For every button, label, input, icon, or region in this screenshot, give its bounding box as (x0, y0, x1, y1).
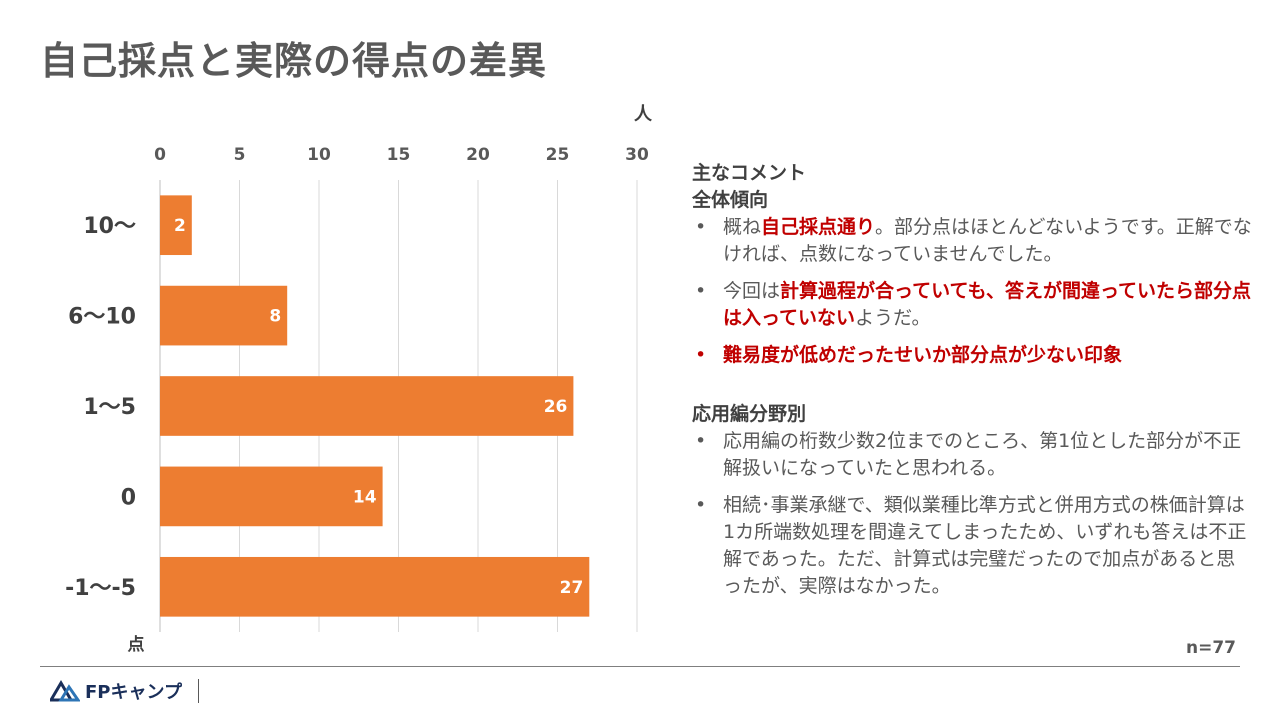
section-heading: 応用編分野別 (692, 403, 807, 425)
comment-text: 相続･事業承継で、類似業種比準方式と併用方式の株価計算は1カ所端数処理を間違えて… (723, 494, 1247, 597)
x-tick-label: 10 (307, 145, 331, 165)
fp-camp-logo-icon (50, 680, 80, 702)
x-tick-label: 0 (154, 145, 166, 165)
comment-item: 今回は計算過程が合っていても、答えが間違っていたら部分点は入っていないようだ。 (692, 278, 1252, 332)
comment-text: 概ね (723, 216, 762, 238)
bar-value-label: 14 (353, 487, 377, 507)
section-heading: 全体傾向 (692, 189, 769, 211)
highlighted-text: 自己採点通り (761, 216, 876, 238)
x-tick-label: 30 (625, 145, 649, 165)
y-axis-label: 点 (128, 634, 145, 655)
comments-panel: 主なコメント 全体傾向概ね自己採点通り。部分点はほとんどないようです。正解でなけ… (692, 160, 1252, 610)
category-label: 0 (121, 485, 136, 510)
bar-value-label: 2 (174, 216, 186, 236)
highlighted-text: 計算過程が合っていても、答えが間違っていたら部分点は入っていない (723, 280, 1252, 329)
comment-list: 概ね自己採点通り。部分点はほとんどないようです。正解でなければ、点数になっていま… (692, 214, 1252, 369)
bar (160, 195, 192, 256)
x-axis-label: 人 (634, 104, 653, 125)
footer-divider (40, 666, 1240, 667)
logo-text: FPキャンプ (85, 682, 182, 703)
brand-logo: FPキャンプ (50, 677, 182, 705)
bar-value-label: 27 (560, 578, 584, 598)
section-gap (692, 379, 1252, 401)
x-tick-label: 25 (546, 145, 570, 165)
comment-text: 。部分点はほとんどないようです。正解でなければ、点数になっていませんでした。 (723, 216, 1252, 265)
sample-size-label: n=77 (1186, 638, 1237, 658)
bar (160, 466, 383, 527)
comment-item: 相続･事業承継で、類似業種比準方式と併用方式の株価計算は1カ所端数処理を間違えて… (692, 492, 1252, 600)
category-label: 1～5 (83, 395, 136, 420)
bar (160, 556, 590, 617)
comments-heading: 主なコメント (692, 162, 807, 184)
highlighted-text: 難易度が低めだったせいか部分点が少ない印象 (723, 344, 1123, 366)
x-tick-label: 20 (466, 145, 490, 165)
comment-text: 今回は (723, 280, 781, 302)
comments-sections: 全体傾向概ね自己採点通り。部分点はほとんどないようです。正解でなければ、点数にな… (692, 187, 1252, 600)
category-label: 6～10 (68, 305, 136, 330)
comment-item: 難易度が低めだったせいか部分点が少ない印象 (692, 342, 1252, 369)
category-label: -1～-5 (65, 576, 136, 601)
comment-text: ようだ。 (855, 307, 931, 329)
category-label: 10～ (83, 214, 136, 239)
comment-item: 概ね自己採点通り。部分点はほとんどないようです。正解でなければ、点数になっていま… (692, 214, 1252, 268)
x-tick-label: 5 (234, 145, 246, 165)
logo-divider (198, 679, 199, 703)
bar-value-label: 26 (544, 397, 568, 417)
bar (160, 376, 574, 436)
bar-value-label: 8 (269, 307, 281, 327)
comment-list: 応用編の桁数少数2位までのところ、第1位とした部分が不正解扱いになっていたと思わ… (692, 428, 1252, 600)
slide-title: 自己採点と実際の得点の差異 (40, 39, 548, 83)
bar (160, 285, 288, 346)
comment-item: 応用編の桁数少数2位までのところ、第1位とした部分が不正解扱いになっていたと思わ… (692, 428, 1252, 482)
x-tick-label: 15 (387, 145, 411, 165)
comment-text: 応用編の桁数少数2位までのところ、第1位とした部分が不正解扱いになっていたと思わ… (723, 430, 1242, 479)
